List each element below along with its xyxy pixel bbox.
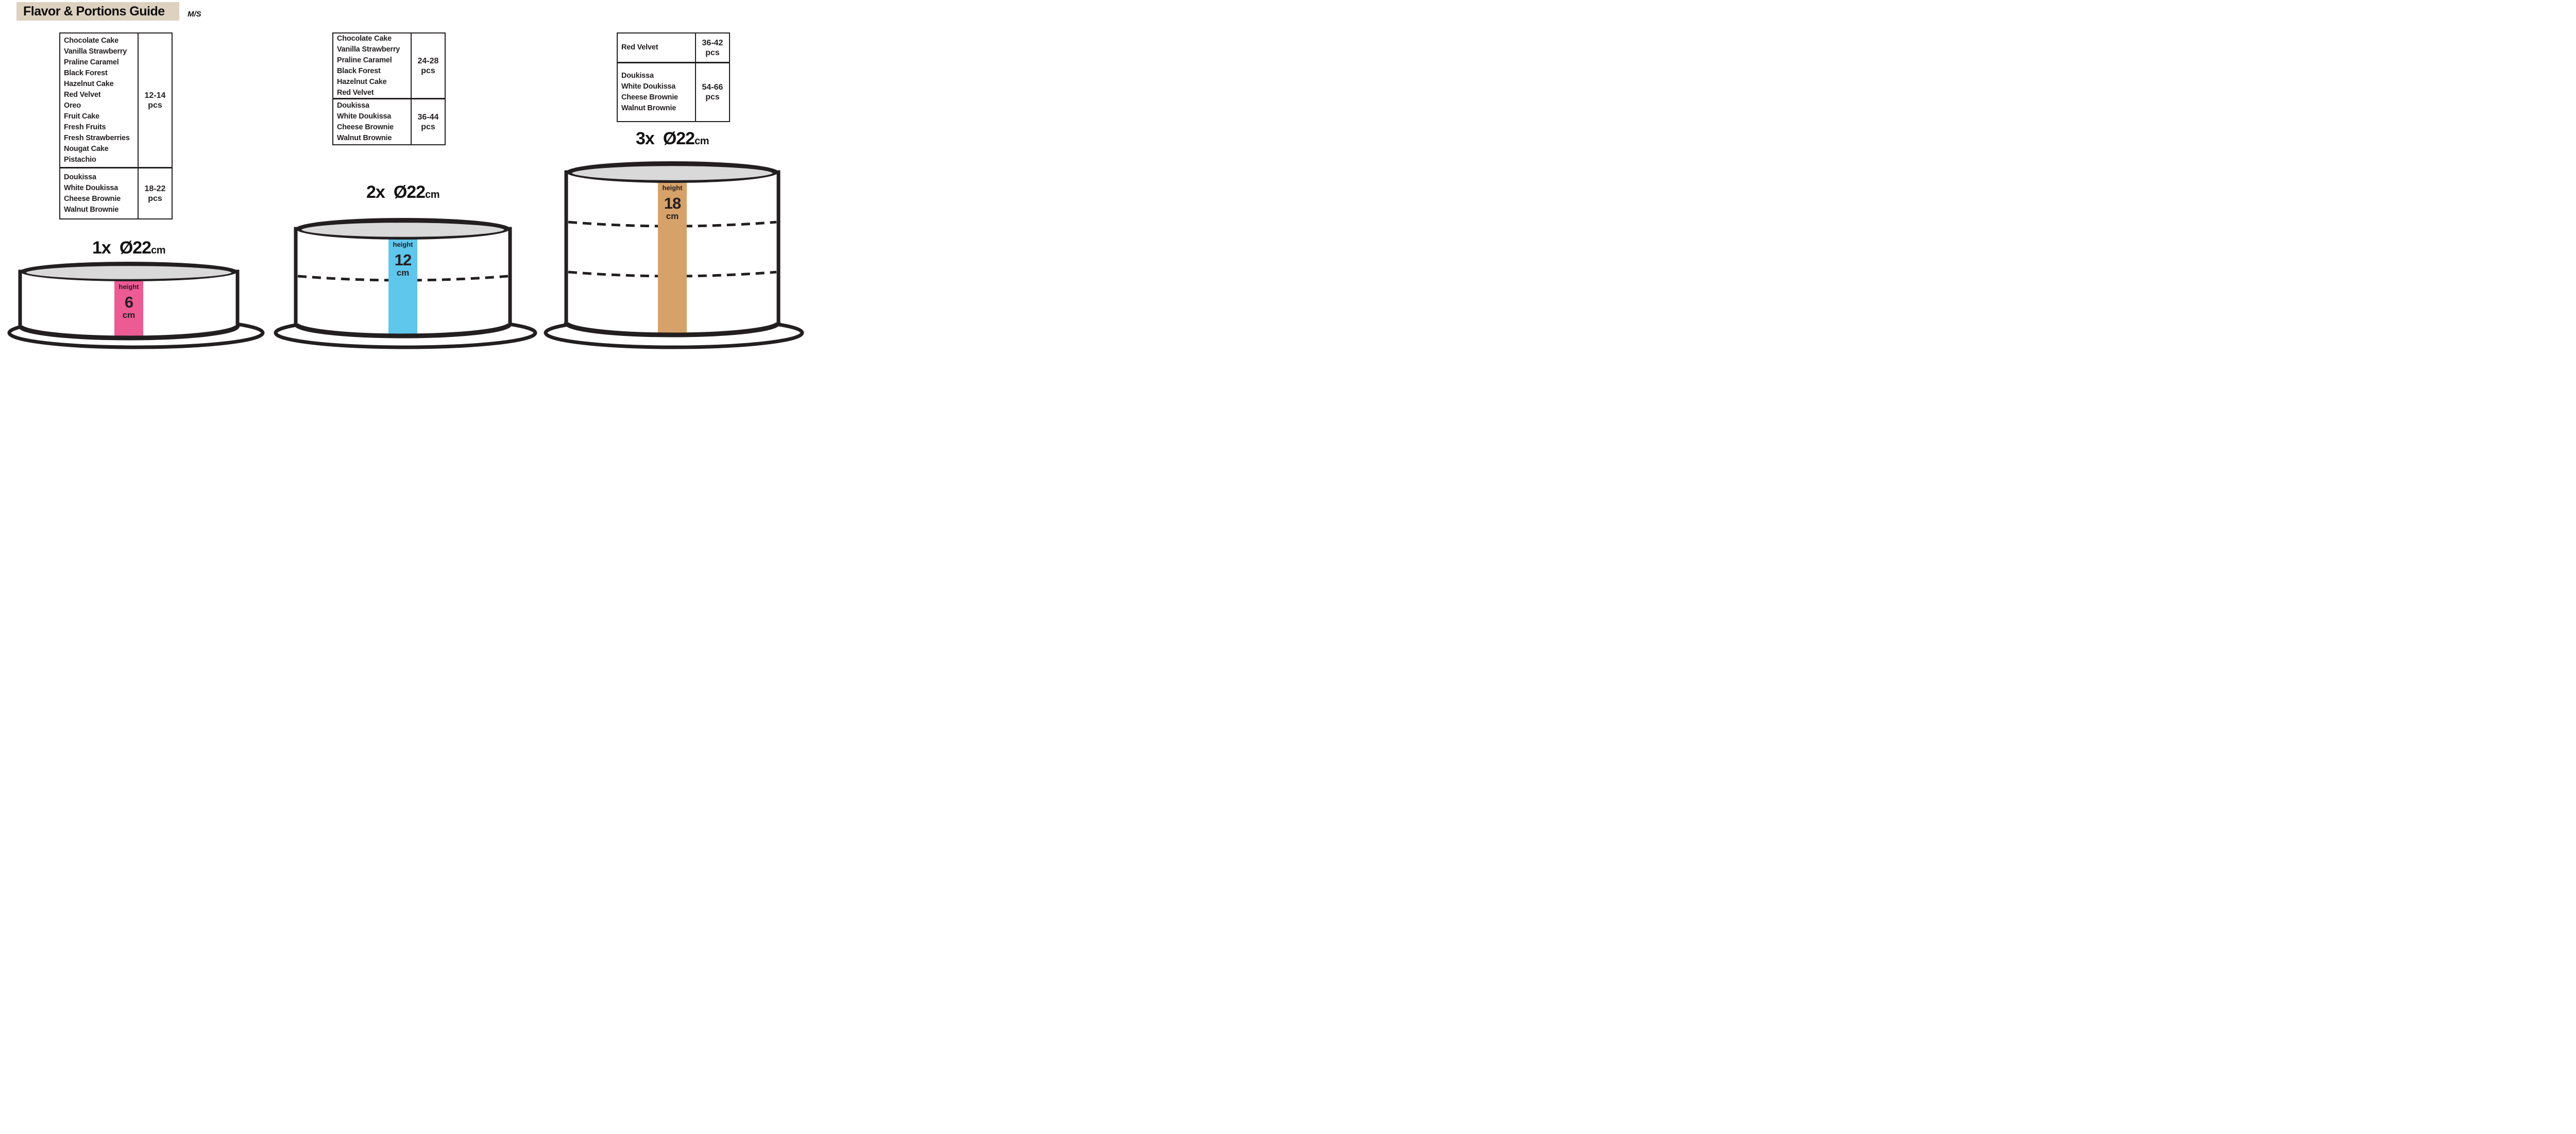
cake-2x <box>274 218 537 349</box>
portions-range: 12-14 <box>144 91 166 100</box>
height-unit: cm <box>396 268 410 278</box>
portions-range: 36-42 <box>702 38 723 47</box>
cake-2x-bottom-edge <box>293 323 513 338</box>
cake-1x-height-band <box>114 280 143 336</box>
table-row: Doukissa White Doukissa Cheese Brownie W… <box>333 99 445 144</box>
height-label: height <box>662 184 683 192</box>
cake-2x-diameter: Ø22 <box>393 182 426 202</box>
page-title: Flavor & Portions Guide <box>23 4 165 19</box>
table-row: Doukissa White Doukissa Cheese Brownie W… <box>618 63 729 121</box>
portions-cell: 36-44 pcs <box>412 99 445 144</box>
table-row: Chocolate Cake Vanilla Strawberry Pralin… <box>333 33 445 99</box>
cake-2x-top-surface <box>300 221 506 239</box>
portions-cell: 54-66 pcs <box>696 63 729 121</box>
table-row: Red Velvet 36-42 pcs <box>618 33 729 63</box>
cake-3x-diameter: Ø22 <box>663 129 695 148</box>
portions-range: 36-44 <box>417 112 439 122</box>
flavors-cell: Chocolate Cake Vanilla Strawberry Pralin… <box>60 33 139 167</box>
flavor-list: Doukissa White Doukissa Cheese Brownie W… <box>621 72 679 112</box>
portions-unit: pcs <box>421 66 435 75</box>
cake-2x-height-callout: height 12 cm <box>388 238 417 278</box>
cake-2x-multiplier: 2x <box>366 182 385 202</box>
cakes-illustration <box>7 161 804 349</box>
height-label: height <box>118 283 139 291</box>
cake-3x-bottom-edge <box>564 321 781 337</box>
cake-1x-height-callout: height 6 cm <box>114 280 143 320</box>
height-value: 12 <box>394 251 412 269</box>
cake-1x-multiplier: 1x <box>92 238 111 258</box>
height-value: 6 <box>124 293 133 311</box>
height-value: 18 <box>664 194 681 212</box>
cake-3x-diameter-unit: cm <box>694 136 709 147</box>
table-row: Doukissa White Doukissa Cheese Brownie W… <box>60 168 172 218</box>
cake-1x-diameter-unit: cm <box>151 245 165 256</box>
portions-table-1x: Chocolate Cake Vanilla Strawberry Pralin… <box>59 32 173 219</box>
flavors-cell: Doukissa White Doukissa Cheese Brownie W… <box>60 168 139 218</box>
cake-3x-top-surface <box>570 164 774 182</box>
height-unit: cm <box>666 211 679 221</box>
portions-table-2x: Chocolate Cake Vanilla Strawberry Pralin… <box>332 32 446 145</box>
portions-unit: pcs <box>421 122 435 131</box>
flavors-cell: Doukissa White Doukissa Cheese Brownie W… <box>618 63 696 121</box>
flavors-cell: Doukissa White Doukissa Cheese Brownie W… <box>333 99 412 144</box>
cake-3x-height-band <box>658 181 687 334</box>
portions-unit: pcs <box>148 194 162 203</box>
portions-unit: pcs <box>148 100 162 110</box>
cake-3x-label: 3x Ø22cm <box>590 129 755 149</box>
cake-2x-height-band <box>388 238 417 335</box>
portions-range: 18-22 <box>144 184 166 193</box>
height-label: height <box>393 241 413 248</box>
flavor-list: Red Velvet <box>621 43 658 52</box>
flavor-portions-guide: Flavor & Portions Guide M/S Chocolate Ca… <box>0 0 808 349</box>
height-unit: cm <box>122 310 135 320</box>
flavor-list: Doukissa White Doukissa Cheese Brownie W… <box>64 173 121 214</box>
cake-1x <box>7 262 265 349</box>
cake-1x-top-surface <box>24 264 233 281</box>
portions-range: 54-66 <box>702 83 723 92</box>
flavor-list: Doukissa White Doukissa Cheese Brownie W… <box>337 101 394 142</box>
portions-range: 24-28 <box>417 56 439 65</box>
portions-cell: 18-22 pcs <box>139 168 172 218</box>
portions-cell: 12-14 pcs <box>139 33 172 167</box>
cake-3x-multiplier: 3x <box>636 129 655 148</box>
flavor-list: Chocolate Cake Vanilla Strawberry Pralin… <box>337 34 400 97</box>
cake-1x-diameter: Ø22 <box>119 238 151 258</box>
cake-1x-bottom-edge <box>18 325 240 341</box>
flavors-cell: Red Velvet <box>618 33 696 62</box>
cake-1x-label: 1x Ø22cm <box>46 238 211 258</box>
portions-cell: 24-28 pcs <box>412 33 445 98</box>
cake-2x-label: 2x Ø22cm <box>320 182 485 202</box>
flavors-cell: Chocolate Cake Vanilla Strawberry Pralin… <box>333 33 412 98</box>
portions-unit: pcs <box>705 48 720 57</box>
title-bar: Flavor & Portions Guide <box>16 2 179 21</box>
cake-2x-diameter-unit: cm <box>425 189 439 200</box>
portions-table-3x: Red Velvet 36-42 pcs Doukissa White Douk… <box>617 32 730 122</box>
cake-3x-height-callout: height 18 cm <box>658 181 687 221</box>
portions-unit: pcs <box>705 93 720 101</box>
brand-mark: M/S <box>188 10 201 19</box>
table-row: Chocolate Cake Vanilla Strawberry Pralin… <box>60 33 172 168</box>
cake-3x <box>544 161 804 349</box>
flavor-list: Chocolate Cake Vanilla Strawberry Pralin… <box>64 36 130 164</box>
portions-cell: 36-42 pcs <box>696 33 729 62</box>
